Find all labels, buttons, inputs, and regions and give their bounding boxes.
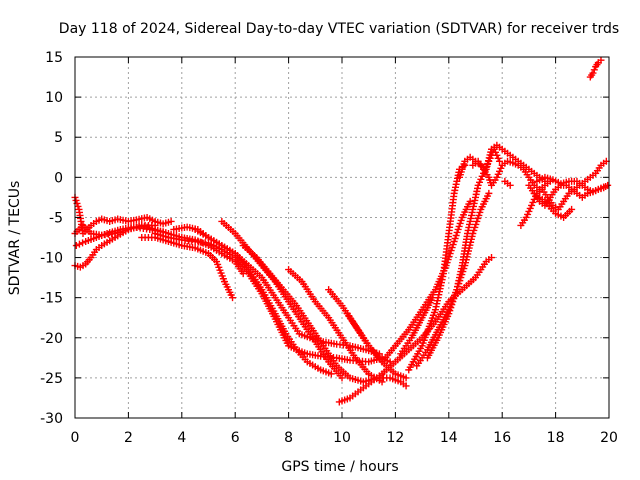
data-point <box>75 240 83 248</box>
y-tick-label: -5 <box>49 210 63 226</box>
series-track-d <box>72 223 167 250</box>
series-track-p <box>397 294 437 358</box>
data-point <box>402 374 410 382</box>
y-tick-label: 10 <box>45 90 63 106</box>
x-tick-label: 14 <box>440 430 458 446</box>
chart-title: Day 118 of 2024, Sidereal Day-to-day VTE… <box>59 21 619 37</box>
x-tick-label: 20 <box>600 430 618 446</box>
series-track-k <box>285 266 386 386</box>
y-tick-label: -20 <box>40 331 63 347</box>
series-track-q <box>405 161 469 374</box>
axis-ticks: 0 2 4 6 8 10 12 14 16 18 20 -30 -25 -20 -15 -10 -5 0 5 10 15 <box>40 50 618 446</box>
y-tick-label: -10 <box>40 251 63 267</box>
y-axis-label: SDTVAR / TECUs <box>7 181 23 296</box>
series-track-y <box>533 173 608 196</box>
x-tick-label: 12 <box>386 430 404 446</box>
series-track-e <box>138 234 237 302</box>
data-point <box>589 69 597 77</box>
data-point <box>496 157 504 165</box>
data-point <box>488 254 496 262</box>
y-tick-label: 15 <box>45 50 63 66</box>
series-track-z <box>530 189 576 221</box>
data-point <box>72 242 80 250</box>
data-point <box>327 370 335 378</box>
series-track-u <box>469 157 554 193</box>
data-point <box>568 205 576 213</box>
data-points <box>71 56 612 406</box>
x-tick-label: 0 <box>71 430 80 446</box>
data-point <box>590 66 598 74</box>
series-track-j <box>239 242 410 390</box>
data-point <box>604 181 612 189</box>
series-track-l <box>325 286 410 382</box>
x-tick-label: 10 <box>333 430 351 446</box>
series-track-s <box>423 189 493 362</box>
data-point <box>229 294 237 302</box>
y-tick-label: 5 <box>54 130 63 146</box>
data-point <box>485 189 493 197</box>
y-tick-label: -30 <box>40 411 63 427</box>
y-tick-label: -25 <box>40 371 63 387</box>
x-tick-label: 16 <box>493 430 511 446</box>
x-tick-label: 2 <box>124 430 133 446</box>
data-point <box>597 56 605 64</box>
data-point <box>79 239 87 247</box>
x-tick-label: 8 <box>284 430 293 446</box>
y-tick-label: -15 <box>40 291 63 307</box>
series-track-top <box>586 56 605 81</box>
data-point <box>506 181 514 189</box>
data-point <box>466 197 474 205</box>
x-tick-label: 4 <box>177 430 186 446</box>
series-track-c <box>71 221 159 271</box>
data-point <box>338 374 346 382</box>
series-track-h <box>191 225 335 378</box>
x-tick-label: 6 <box>231 430 240 446</box>
data-point <box>402 382 410 390</box>
series-track-a <box>71 193 175 237</box>
x-axis-label: GPS time / hours <box>281 459 398 475</box>
series-track-v <box>501 177 514 189</box>
data-point <box>167 217 175 225</box>
series-track-i <box>218 217 346 382</box>
series-track-t <box>455 141 549 185</box>
data-point <box>378 378 386 386</box>
data-point <box>600 183 608 191</box>
y-tick-label: 0 <box>54 170 63 186</box>
x-tick-label: 18 <box>547 430 565 446</box>
